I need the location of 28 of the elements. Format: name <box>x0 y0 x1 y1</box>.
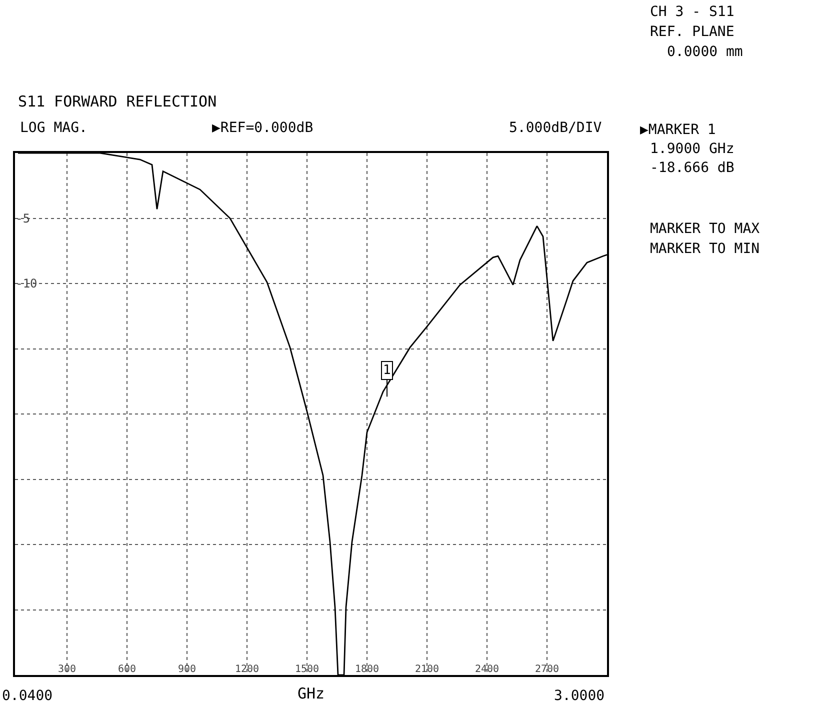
text: 0.0400 <box>2 688 53 704</box>
x-tick-label: 900 <box>178 664 196 675</box>
y-tick-label: -10 <box>16 276 38 291</box>
text: REF. PLANE <box>650 24 734 40</box>
text: 3.0000 <box>554 688 605 704</box>
x-tick-label: 2700 <box>534 664 560 675</box>
x-tick-label: 1800 <box>354 664 380 675</box>
annotation: 1 <box>383 363 391 378</box>
y-tick-label: -5 <box>16 211 30 226</box>
line-series <box>17 153 607 675</box>
chart-title: S11 FORWARD REFLECTION <box>18 92 217 110</box>
x-axis-title: GHz <box>297 684 325 702</box>
text: MARKER TO MAX <box>650 221 760 237</box>
x-tick-label: 2100 <box>414 664 440 675</box>
text: LOG MAG. <box>20 120 88 136</box>
x-tick-label: 1200 <box>234 664 260 675</box>
x-tick-label: 2400 <box>474 664 500 675</box>
x-tick-label: 300 <box>58 664 76 675</box>
text: 5.000dB/DIV <box>509 120 602 136</box>
text: MARKER TO MIN <box>650 241 760 257</box>
text: ▶MARKER 1 <box>640 122 716 138</box>
text: CH 3 - S11 <box>650 4 734 20</box>
text: 1.9000 GHz <box>650 141 734 157</box>
x-tick-label: 600 <box>118 664 136 675</box>
x-tick-label: 1500 <box>294 664 320 675</box>
text: 0.0000 mm <box>667 44 743 60</box>
text: -18.666 dB <box>650 160 734 176</box>
text: ▶REF=0.000dB <box>212 120 314 136</box>
